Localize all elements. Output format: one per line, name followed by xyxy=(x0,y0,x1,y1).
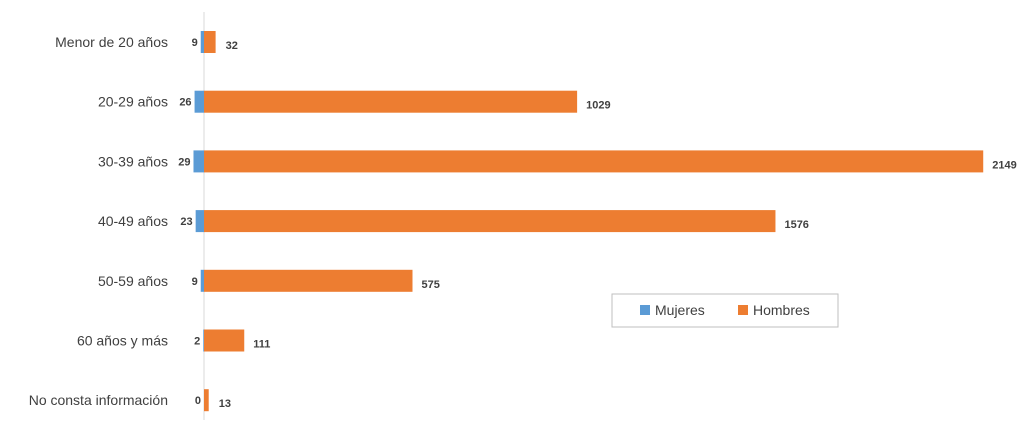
value-label-mujeres: 26 xyxy=(179,97,191,109)
bars xyxy=(193,31,983,411)
value-label-hombres: 575 xyxy=(421,279,439,291)
value-label-hombres: 1576 xyxy=(784,219,808,231)
bar-hombres xyxy=(204,270,412,292)
legend-label-hombres: Hombres xyxy=(753,302,810,318)
bar-hombres xyxy=(204,210,775,232)
value-label-mujeres: 9 xyxy=(192,276,198,288)
category-label: 50-59 años xyxy=(98,273,168,289)
value-label-mujeres: 29 xyxy=(178,156,190,168)
value-label-mujeres: 0 xyxy=(195,395,201,407)
bar-mujeres xyxy=(201,31,204,53)
value-label-mujeres: 23 xyxy=(180,216,192,228)
category-label: No consta información xyxy=(29,392,168,408)
bar-hombres xyxy=(204,31,216,53)
bar-hombres xyxy=(204,150,983,172)
bar-hombres xyxy=(204,389,209,411)
bar-mujeres xyxy=(193,150,204,172)
category-label: 30-39 años xyxy=(98,153,168,169)
bar-hombres xyxy=(204,91,577,113)
legend-label-mujeres: Mujeres xyxy=(655,302,705,318)
category-label: 20-29 años xyxy=(98,94,168,110)
category-label: 40-49 años xyxy=(98,213,168,229)
category-label: Menor de 20 años xyxy=(55,34,168,50)
value-label-hombres: 111 xyxy=(253,339,270,351)
category-labels: Menor de 20 años 20-29 años 30-39 años 40-4… xyxy=(29,34,168,408)
legend: Mujeres Hombres xyxy=(612,294,838,327)
bar-mujeres xyxy=(196,210,204,232)
bar-hombres xyxy=(204,330,244,352)
value-label-mujeres: 9 xyxy=(192,37,198,49)
value-label-mujeres: 2 xyxy=(194,336,200,348)
value-label-hombres: 2149 xyxy=(992,159,1016,171)
bar-mujeres xyxy=(201,270,204,292)
value-label-hombres: 13 xyxy=(219,398,231,410)
value-label-hombres: 1029 xyxy=(586,100,610,112)
bar-mujeres xyxy=(195,91,204,113)
legend-swatch-hombres xyxy=(738,305,748,315)
bar-mujeres xyxy=(203,330,204,352)
category-label: 60 años y más xyxy=(77,333,168,349)
legend-swatch-mujeres xyxy=(640,305,650,315)
value-label-hombres: 32 xyxy=(226,40,238,52)
